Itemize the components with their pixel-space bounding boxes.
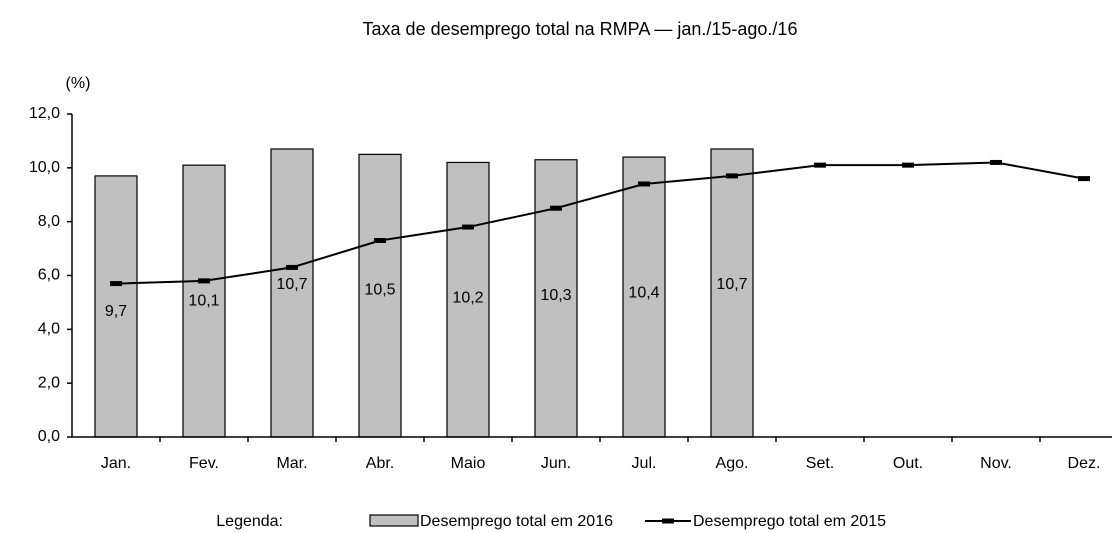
y-tick-label: 0,0 [38,428,60,445]
bar [622,156,666,438]
line-marker [814,162,826,168]
y-tick-label: 2,0 [38,374,60,391]
y-tick-label: 12,0 [29,105,60,122]
line-marker [286,264,298,270]
x-tick-label: Maio [451,455,486,472]
x-tick-label: Fev. [189,455,219,472]
data-label: 10,7 [276,276,307,293]
line-marker [550,205,562,211]
y-tick-label: 10,0 [29,159,60,176]
bar [710,148,754,438]
line-marker [990,159,1002,165]
legend-swatch [369,514,419,527]
data-label: 10,1 [188,292,219,309]
line [115,161,1085,285]
bar [94,175,138,438]
x-tick-label: Dez. [1068,455,1101,472]
line-marker [110,281,122,287]
legend-label: Desemprego total em 2015 [693,513,886,530]
x-tick-label: Jul. [632,455,657,472]
y-tick-label: 8,0 [38,213,60,230]
y-tick-label: 6,0 [38,267,60,284]
data-label: 9,7 [105,303,127,320]
legend-marker [662,518,674,524]
line-marker [902,162,914,168]
x-tick-label: Jan. [101,455,131,472]
data-label: 10,5 [364,282,395,299]
line-marker [638,181,650,187]
x-tick-label: Abr. [366,455,394,472]
data-label: 10,7 [716,276,747,293]
bar [446,161,490,438]
legend-title: Legenda: [216,513,283,530]
y-tick-label: 4,0 [38,321,60,338]
line-marker [1078,176,1090,182]
data-label: 10,2 [452,290,483,307]
x-tick-label: Jun. [541,455,571,472]
line-marker [198,278,210,284]
line-marker [726,173,738,179]
bar [270,148,314,438]
line-marker [462,224,474,230]
bar [358,153,402,438]
x-tick-label: Mar. [276,455,307,472]
x-tick-label: Set. [806,455,834,472]
chart-title: Taxa de desemprego total na RMPA — jan./… [363,19,798,39]
data-label: 10,4 [628,284,659,301]
legend-label: Desemprego total em 2016 [420,513,613,530]
x-tick-label: Ago. [716,455,749,472]
y-axis-label: (%) [66,75,91,92]
x-tick-label: Nov. [980,455,1012,472]
x-tick-label: Out. [893,455,923,472]
line-marker [374,238,386,244]
data-label: 10,3 [540,287,571,304]
